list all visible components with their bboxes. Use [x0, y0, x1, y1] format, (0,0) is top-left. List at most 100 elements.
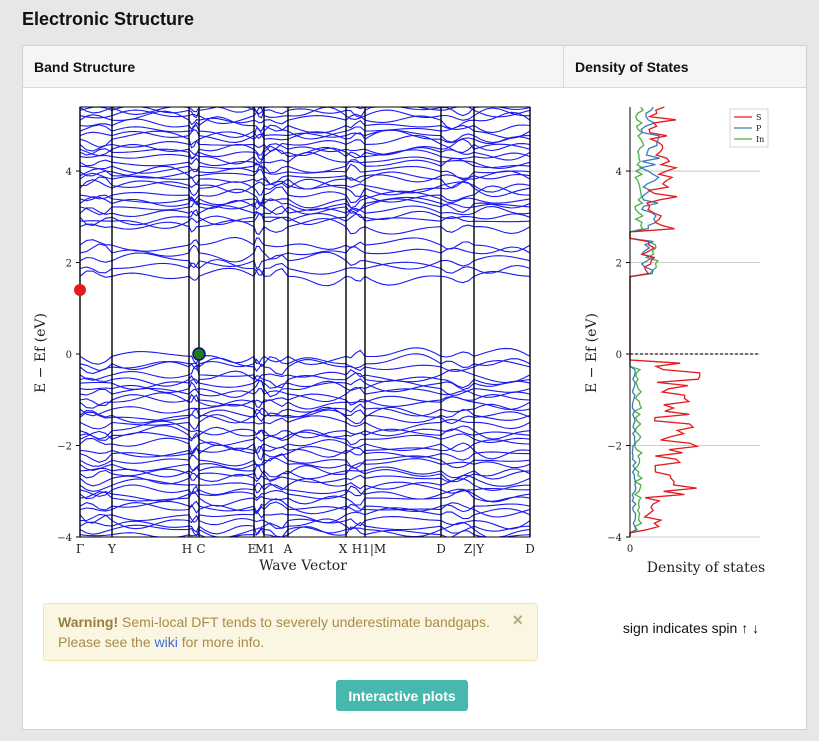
kpoint-label: C: [196, 542, 205, 556]
band-line: [79, 420, 531, 440]
band-line: [79, 116, 531, 134]
band-line: [79, 217, 531, 236]
kpoint-label: A: [283, 542, 293, 556]
band-frame: [79, 106, 531, 538]
band-line: [79, 392, 531, 410]
band-line: [79, 258, 531, 276]
band-ylabel: E − Ef (eV): [33, 313, 49, 393]
band-line: [79, 170, 531, 190]
band-line: [79, 498, 531, 515]
dos-grid: [630, 170, 760, 538]
band-line: [79, 151, 531, 169]
dos-chart: −4 −2 0 2 4 0 SP In Density of states E − Ef (…: [584, 106, 769, 576]
band-line: [79, 353, 531, 372]
section-title: Electronic Structure: [22, 9, 195, 29]
band-line: [79, 157, 531, 174]
legend-label: P: [756, 124, 762, 133]
band-line: [79, 466, 531, 480]
kpoint-label: Y: [107, 542, 117, 556]
close-icon[interactable]: ×: [512, 610, 523, 630]
band-structure-chart: −4 −2 0 2 4 Γ Y H C EM1 A X H1|M D Z|Y D Wave Vector E …: [33, 106, 535, 574]
band-line: [79, 209, 531, 227]
dos-legend: SP In: [729, 108, 769, 148]
kpoint-label: Z|Y: [464, 542, 485, 556]
kpoint-label: D: [436, 542, 446, 556]
band-lines: [79, 106, 531, 538]
band-line: [79, 425, 531, 441]
y-tick-label: 0: [66, 350, 72, 361]
band-line: [79, 190, 531, 209]
band-line: [79, 127, 531, 144]
kpoint-label: Γ: [76, 542, 84, 556]
band-markers: [74, 283, 206, 361]
band-line: [79, 408, 531, 424]
electronic-structure-panel: Band Structure Density of States −4 −2 0 2 4…: [22, 45, 807, 730]
band-line: [79, 106, 530, 125]
band-line: [79, 195, 531, 213]
band-line: [79, 393, 531, 409]
kpoint-label: M1: [255, 542, 275, 556]
band-line: [79, 444, 530, 463]
band-line: [79, 501, 531, 518]
kpoint-label: D: [525, 542, 535, 556]
band-line: [79, 364, 531, 384]
dos-xlabel: Density of states: [647, 560, 766, 576]
band-line: [79, 178, 531, 198]
band-line: [79, 378, 531, 393]
band-line: [79, 521, 531, 538]
band-line: [79, 165, 531, 185]
warning-text-after: for more info.: [177, 634, 265, 650]
band-ticks: −4 −2 0 2 4 Γ Y H C EM1 A X H1|M D Z|Y D: [57, 167, 535, 556]
dos-x-tick-label: 0: [627, 544, 633, 555]
y-tick-label: −4: [57, 533, 72, 544]
dos-y-tick-label: 0: [616, 350, 622, 361]
band-line: [79, 212, 531, 229]
band-xlabel: Wave Vector: [259, 558, 347, 574]
band-line: [79, 251, 531, 270]
vbm-marker: [192, 347, 206, 361]
warning-strong: Warning!: [58, 614, 119, 630]
band-line: [79, 134, 531, 154]
band-line: [79, 357, 531, 376]
band-line: [79, 198, 531, 216]
wiki-link[interactable]: wiki: [154, 634, 178, 650]
band-line: [79, 124, 531, 140]
band-line: [79, 379, 531, 398]
band-line: [79, 176, 531, 194]
band-line: [80, 513, 531, 530]
band-line: [79, 243, 531, 263]
kpoint-label: H1|M: [352, 542, 386, 556]
band-line: [79, 267, 531, 287]
band-line: [79, 489, 531, 507]
band-line: [79, 518, 531, 536]
band-line: [79, 457, 531, 472]
band-line: [79, 485, 531, 503]
band-line: [79, 347, 531, 366]
spin-note: sign indicates spin ↑ ↓: [622, 620, 760, 636]
band-line: [79, 472, 531, 487]
band-line: [79, 145, 531, 161]
y-tick-label: 2: [66, 259, 72, 270]
band-line: [79, 138, 531, 157]
dos-header: Density of States: [575, 59, 689, 75]
band-line: [79, 236, 531, 253]
band-line: [79, 413, 531, 432]
dos-ylabel: E − Ef (eV): [584, 313, 600, 393]
y-tick-label: −2: [57, 442, 72, 453]
band-line: [79, 507, 531, 524]
kpoint-label: E: [248, 542, 257, 556]
band-line: [79, 464, 531, 483]
dos-y-tick-label: 2: [616, 259, 622, 270]
band-line: [79, 442, 531, 461]
cbm-marker: [74, 283, 86, 296]
kpoint-label: X: [339, 542, 348, 556]
legend-label: In: [756, 135, 764, 144]
warning-text: Semi-local DFT tends to severely underes…: [58, 614, 490, 650]
panel-header: Band Structure Density of States: [23, 46, 806, 88]
y-tick-label: 4: [66, 167, 72, 178]
interactive-plots-button[interactable]: Interactive plots: [336, 680, 468, 711]
legend-label: S: [756, 113, 761, 122]
band-axes: [79, 106, 531, 538]
bandgap-warning: Warning! Semi-local DFT tends to severel…: [43, 603, 538, 661]
dos-y-tick-label: −2: [607, 442, 622, 453]
